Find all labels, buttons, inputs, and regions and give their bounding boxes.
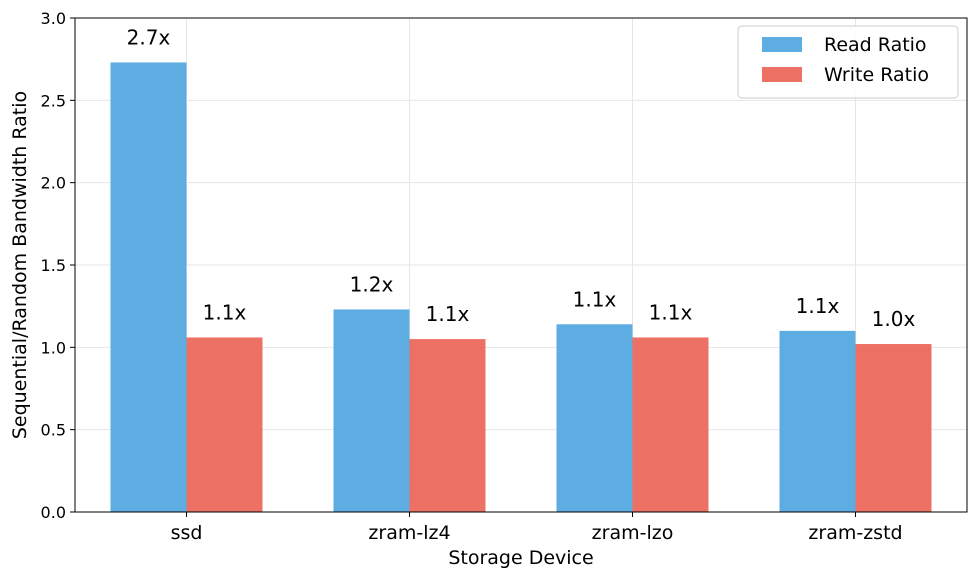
x-tick-label: ssd (171, 522, 203, 544)
y-tick-label: 2.5 (41, 91, 66, 110)
y-tick-label: 1.0 (41, 338, 66, 357)
x-tick-label: zram-lz4 (368, 522, 450, 544)
bar-read-zram-zstd (779, 330, 856, 512)
bar-write-zram-zstd (855, 344, 932, 512)
y-tick-label: 3.0 (41, 9, 66, 28)
data-labels: 2.7x 1.1x 1.2x 1.1x 1.1x 1.1x 1.1x 1.0x (127, 25, 916, 331)
bar-write-zram-lzo (632, 337, 709, 512)
x-axis-title: Storage Device (448, 547, 593, 569)
legend-label: Write Ratio (824, 64, 929, 86)
bar-read-zram-lzo (556, 324, 633, 512)
data-label: 1.1x (796, 294, 840, 318)
bar-write-ssd (186, 337, 263, 512)
data-label: 1.1x (649, 300, 693, 324)
legend-swatch (762, 67, 802, 82)
bar-read-zram-lz4 (333, 309, 410, 512)
bar-read-ssd (110, 62, 187, 513)
y-tick-label: 2.0 (41, 174, 66, 193)
y-tick-label: 0.5 (41, 421, 66, 440)
data-label: 1.0x (872, 307, 916, 331)
legend-swatch (762, 37, 802, 52)
data-label: 1.1x (203, 300, 247, 324)
bars (110, 62, 932, 513)
y-axis-title: Sequential/Random Bandwidth Ratio (9, 91, 31, 439)
data-label: 1.1x (573, 287, 617, 311)
x-axis-ticks: ssd zram-lz4 zram-lzo zram-zstd (171, 512, 903, 544)
bar-write-zram-lz4 (409, 339, 486, 512)
x-tick-label: zram-zstd (808, 522, 902, 544)
y-tick-label: 1.5 (41, 256, 66, 275)
y-tick-label: 0.0 (41, 503, 66, 522)
data-label: 2.7x (127, 25, 171, 49)
legend: Read Ratio Write Ratio (737, 25, 959, 99)
x-tick-label: zram-lzo (592, 522, 674, 544)
data-label: 1.2x (350, 272, 394, 296)
y-axis-ticks: 0.0 0.5 1.0 1.5 2.0 2.5 3.0 (41, 9, 75, 522)
data-label: 1.1x (426, 302, 470, 326)
legend-label: Read Ratio (824, 34, 927, 56)
